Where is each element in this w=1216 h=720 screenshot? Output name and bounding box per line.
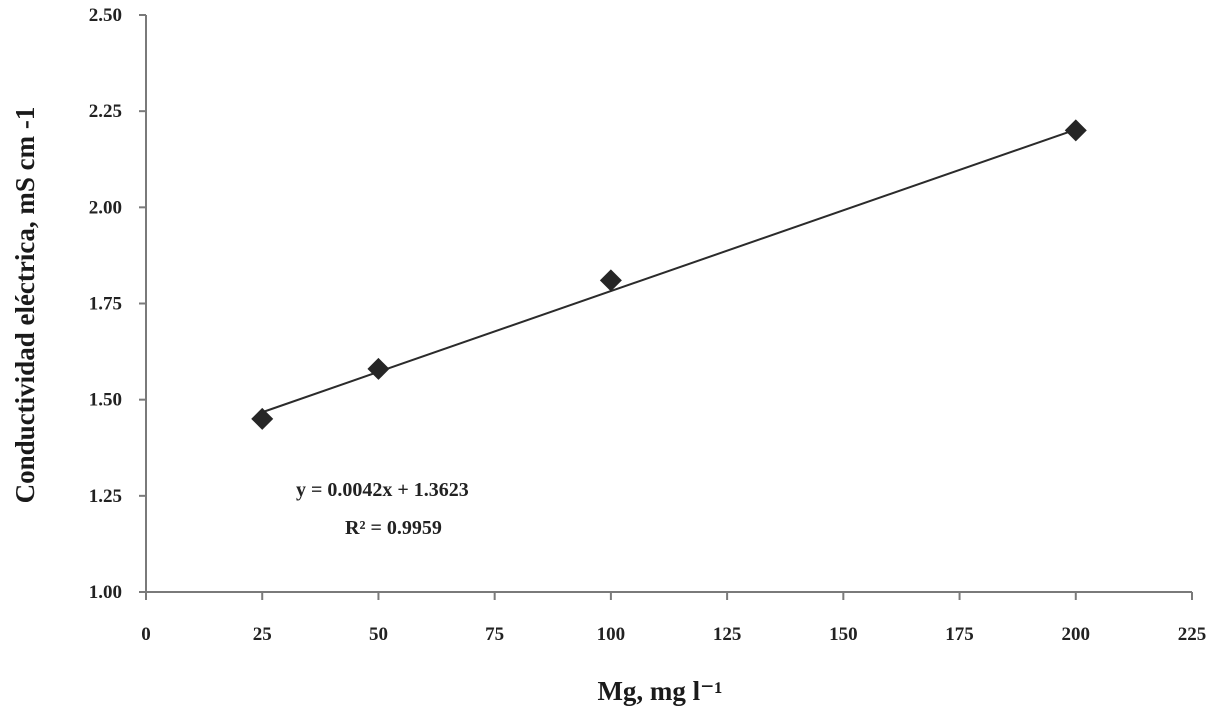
data-points bbox=[251, 119, 1087, 430]
y-tick-label: 1.75 bbox=[89, 294, 122, 315]
y-tick-label: 2.00 bbox=[89, 197, 122, 218]
axes bbox=[145, 15, 1192, 593]
x-tick-label: 25 bbox=[253, 624, 272, 645]
y-axis-title: Conductividad eléctrica, mS cm -1 bbox=[10, 107, 40, 504]
x-tick-label: 50 bbox=[369, 624, 388, 645]
x-tick-label: 175 bbox=[945, 624, 974, 645]
data-point-marker bbox=[251, 407, 274, 430]
x-tick-label: 150 bbox=[829, 624, 858, 645]
y-tick-label: 2.25 bbox=[89, 101, 122, 122]
x-axis-ticks: 0 25 50 75 100 125 150 175 200 225 bbox=[141, 592, 1206, 645]
y-tick-label: 1.00 bbox=[89, 582, 122, 603]
y-tick-label: 2.50 bbox=[89, 5, 122, 26]
x-tick-label: 125 bbox=[713, 624, 742, 645]
trendline-group bbox=[261, 128, 1077, 414]
x-tick-label: 75 bbox=[485, 624, 504, 645]
x-tick-label: 225 bbox=[1178, 624, 1207, 645]
data-point-marker bbox=[1064, 119, 1087, 142]
trendline-equation: y = 0.0042x + 1.3623 bbox=[296, 479, 469, 501]
y-tick-label: 1.50 bbox=[89, 390, 122, 411]
y-tick-label: 1.25 bbox=[89, 486, 122, 507]
x-axis-title: Mg, mg l⁻¹ bbox=[597, 676, 722, 706]
r-squared-label: R² = 0.9959 bbox=[345, 517, 442, 539]
trendline bbox=[261, 128, 1077, 414]
x-tick-label: 100 bbox=[597, 624, 626, 645]
y-axis-ticks: 1.00 1.25 1.50 1.75 2.00 2.25 2.50 bbox=[89, 5, 146, 603]
x-tick-label: 200 bbox=[1062, 624, 1091, 645]
x-tick-label: 0 bbox=[141, 624, 151, 645]
data-point-marker bbox=[599, 269, 622, 292]
data-point-marker bbox=[367, 357, 390, 380]
